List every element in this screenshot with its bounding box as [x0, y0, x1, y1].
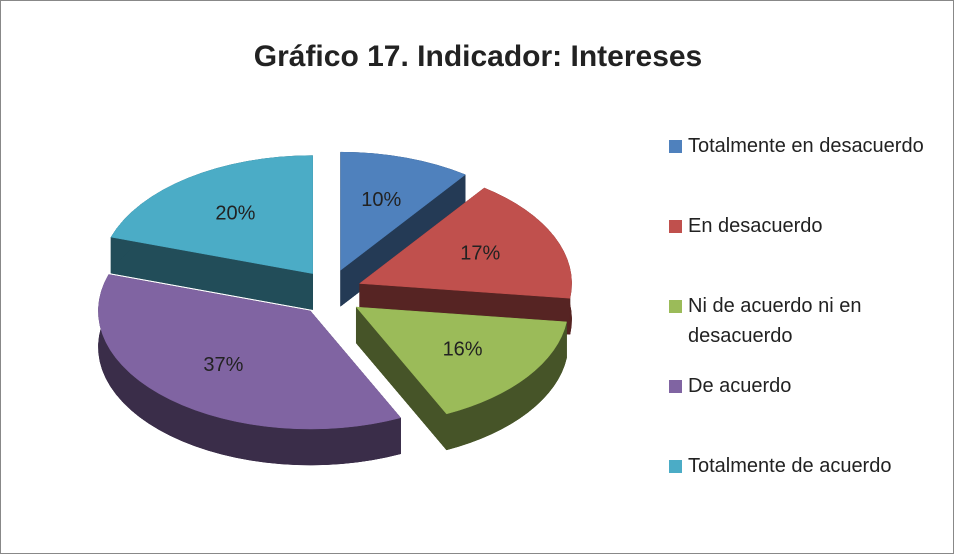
legend-swatch — [669, 220, 682, 233]
legend-swatch — [669, 460, 682, 473]
slice-top — [98, 274, 402, 430]
legend-swatch — [669, 380, 682, 393]
slice — [355, 306, 567, 451]
legend-item: Ni de acuerdo ni en desacuerdo — [669, 291, 953, 371]
slice-top — [355, 306, 567, 415]
legend-item: Totalmente en desacuerdo — [669, 131, 953, 211]
legend-item: De acuerdo — [669, 371, 953, 451]
data-label: 17% — [460, 243, 500, 265]
legend-label: En desacuerdo — [688, 215, 823, 237]
data-label: 20% — [215, 203, 255, 225]
slice-top — [358, 187, 572, 299]
legend-swatch — [669, 300, 682, 313]
slice-top — [110, 155, 313, 274]
legend-item: En desacuerdo — [669, 211, 953, 291]
chart-title: Gráfico 17. Indicador: Intereses — [254, 40, 703, 73]
data-label: 16% — [443, 338, 483, 360]
legend: Totalmente en desacuerdo En desacuerdo Ni … — [669, 131, 953, 531]
slice — [110, 155, 313, 310]
legend-swatch — [669, 140, 682, 153]
data-label: 37% — [203, 354, 243, 376]
slice-top — [340, 151, 466, 271]
legend-item: Totalmente de acuerdo — [669, 451, 953, 531]
legend-label: Ni de acuerdo ni en desacuerdo — [688, 295, 862, 347]
slice — [98, 273, 402, 466]
data-label: 10% — [361, 189, 401, 211]
legend-label: Totalmente en desacuerdo — [688, 135, 924, 157]
legend-label: Totalmente de acuerdo — [688, 455, 892, 477]
legend-label: De acuerdo — [688, 375, 792, 397]
